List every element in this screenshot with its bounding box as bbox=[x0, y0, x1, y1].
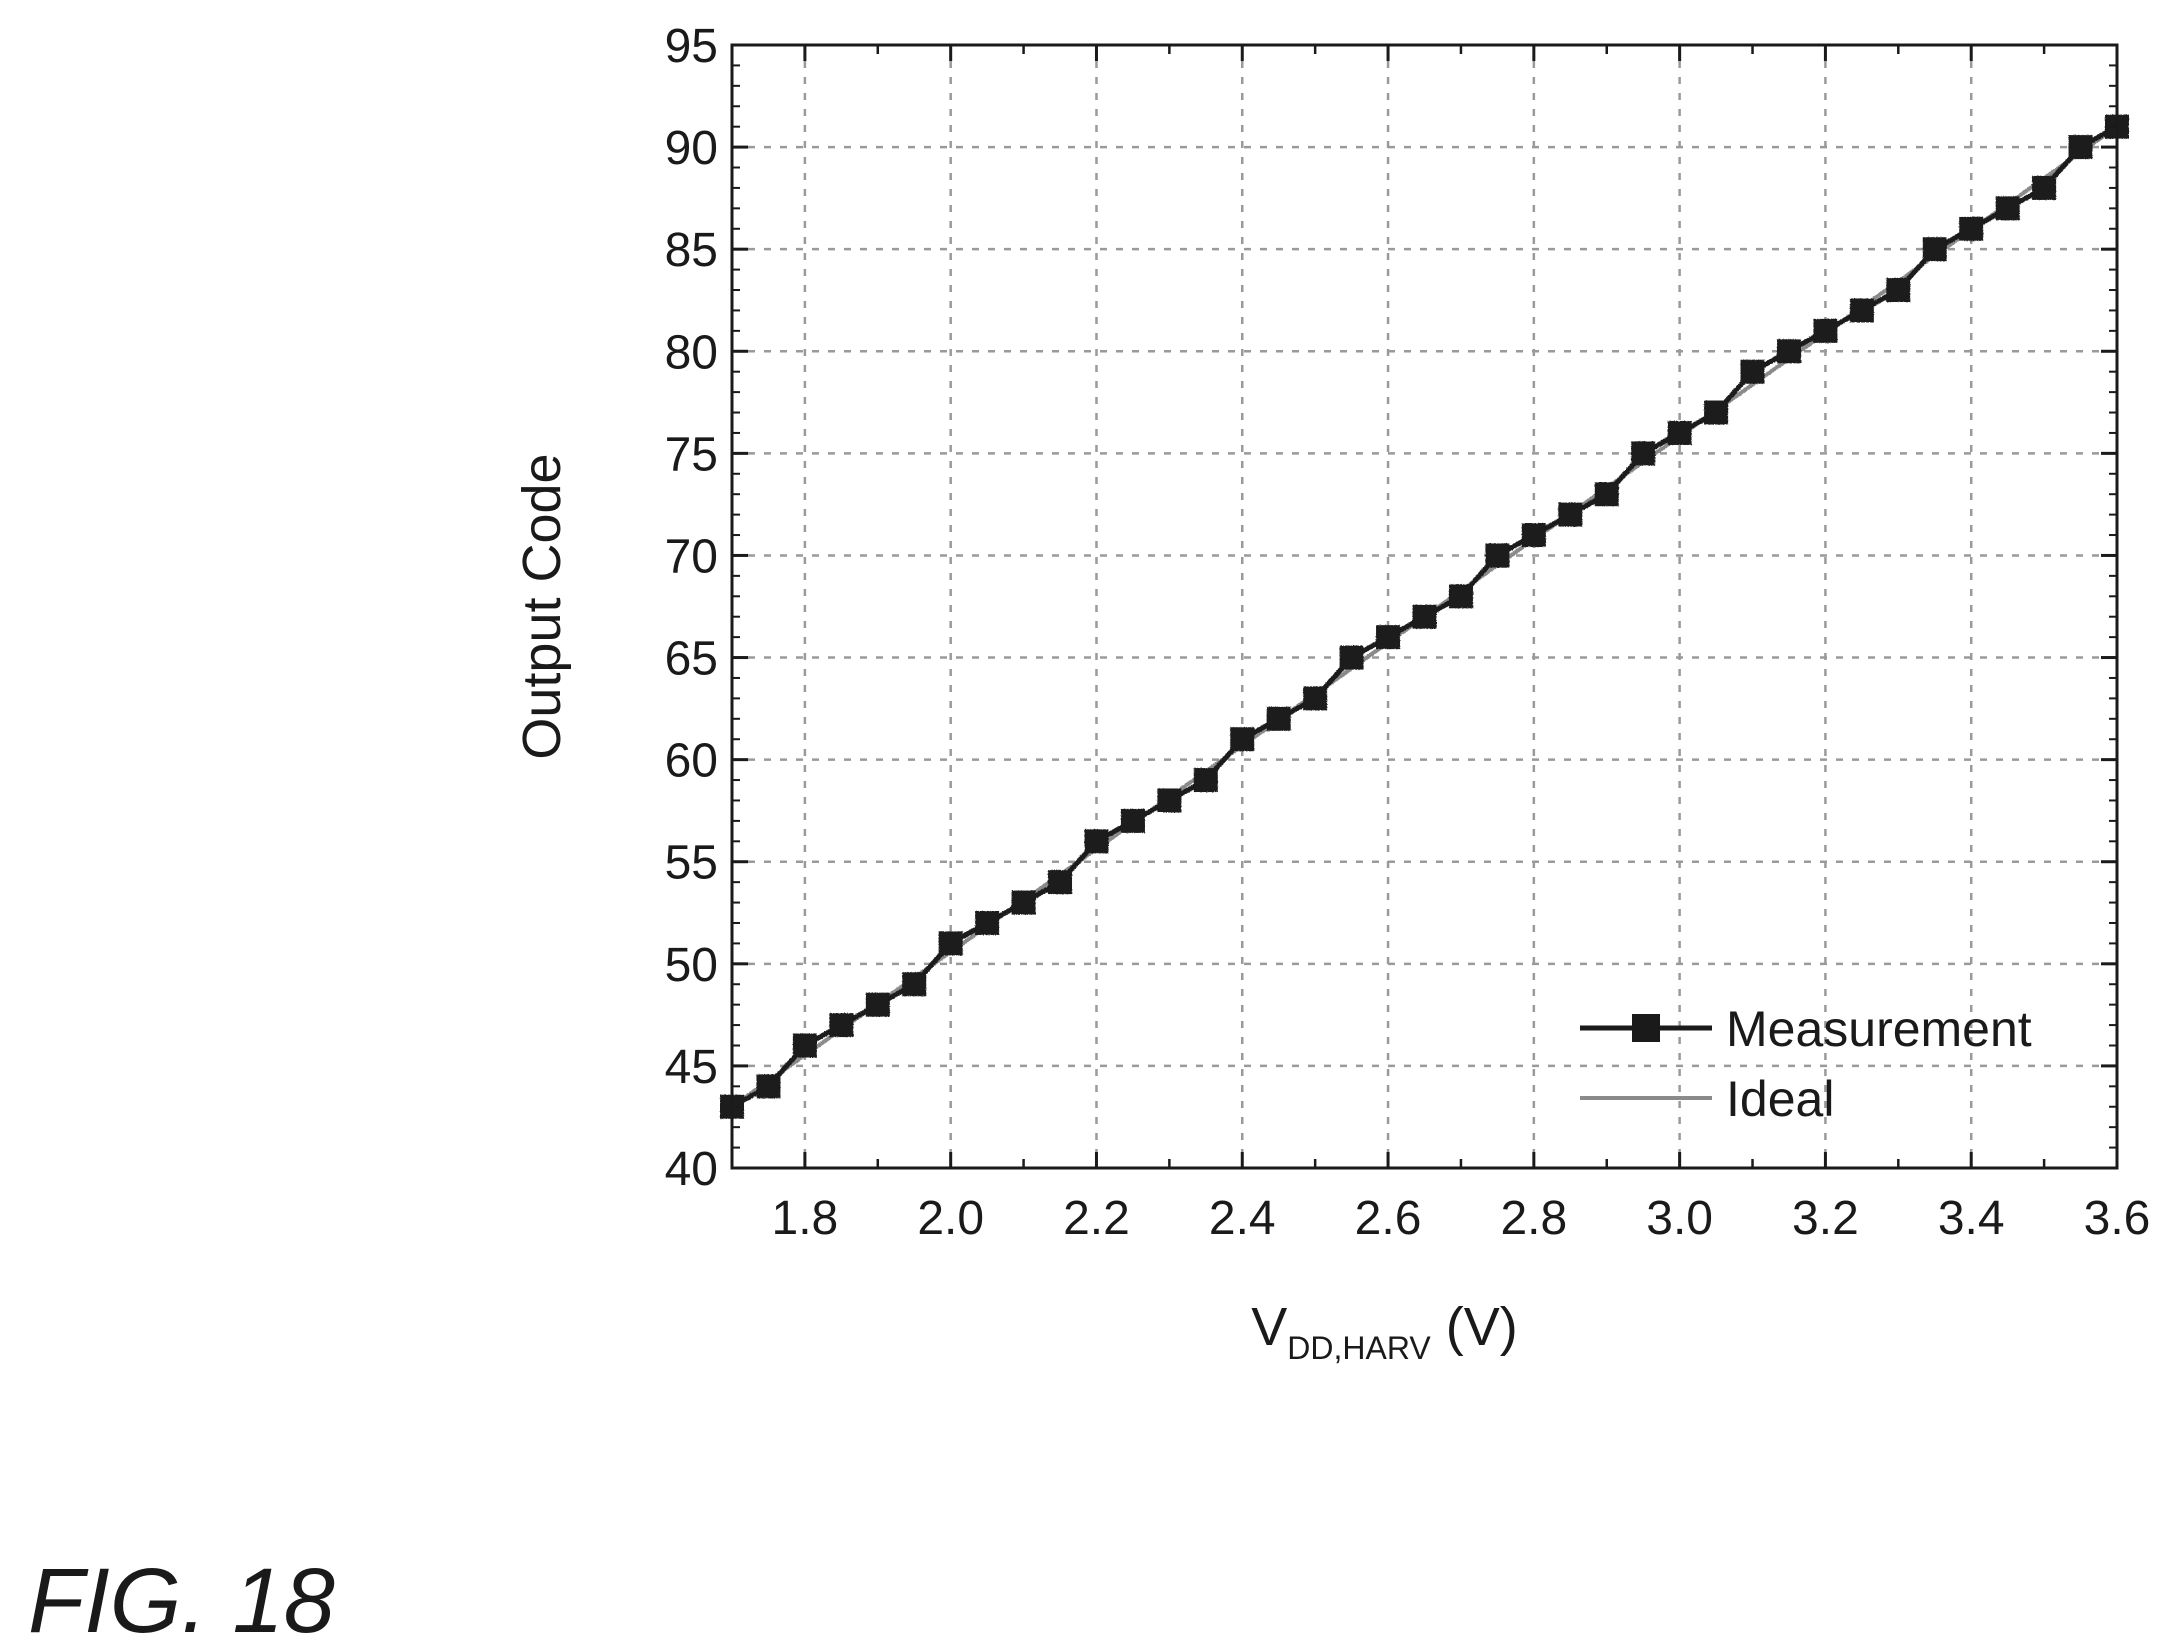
x-tick-label-3: 2.4 bbox=[1209, 1192, 1276, 1245]
plot-series bbox=[720, 114, 2129, 1119]
legend-measurement-label: Measurement bbox=[1726, 1001, 2032, 1057]
measurement-point bbox=[792, 1033, 817, 1058]
measurement-point bbox=[1959, 216, 1984, 241]
y-tick-label-5: 65 bbox=[665, 633, 718, 686]
x-axis-title-unit: (V) bbox=[1431, 1297, 1518, 1357]
measurement-point bbox=[1157, 788, 1182, 813]
y-tick-label-10: 90 bbox=[665, 122, 718, 175]
x-tick-label-2: 2.2 bbox=[1063, 1192, 1130, 1245]
figure-caption: FIG. 18 bbox=[28, 1550, 335, 1652]
measurement-point bbox=[1266, 706, 1291, 731]
measurement-point bbox=[829, 1013, 854, 1038]
measurement-point bbox=[1886, 278, 1911, 303]
axis-ticks bbox=[730, 43, 2119, 1170]
plot-area-frame bbox=[730, 43, 2119, 1170]
measurement-point bbox=[1922, 237, 1947, 262]
x-tick-label-0: 1.8 bbox=[772, 1192, 839, 1245]
y-tick-label-2: 50 bbox=[665, 939, 718, 992]
x-axis-title: VDD,HARV (V) bbox=[1251, 1297, 1517, 1366]
measurement-point bbox=[1303, 686, 1328, 711]
measurement-point bbox=[1120, 808, 1145, 833]
x-tick-label-4: 2.6 bbox=[1355, 1192, 1422, 1245]
y-tick-label-6: 70 bbox=[665, 530, 718, 583]
x-tick-label-8: 3.4 bbox=[1938, 1192, 2005, 1245]
y-tick-label-4: 60 bbox=[665, 735, 718, 788]
measurement-point bbox=[1813, 318, 1838, 343]
measurement-point bbox=[1631, 441, 1656, 466]
x-tick-label-1: 2.0 bbox=[917, 1192, 984, 1245]
x-axis-title-main: V bbox=[1251, 1297, 1287, 1357]
measurement-point bbox=[1704, 400, 1729, 425]
x-tick-label-9: 3.6 bbox=[2084, 1192, 2151, 1245]
measurement-point bbox=[975, 910, 1000, 935]
x-axis-tick-labels: 1.8 2.0 2.2 2.4 2.6 2.8 3.0 3.2 3.4 3.6 bbox=[772, 1192, 2151, 1245]
measurement-point bbox=[1193, 768, 1218, 793]
legend-ideal-label: Ideal bbox=[1726, 1071, 1834, 1127]
measurement-point bbox=[1849, 298, 1874, 323]
y-tick-label-8: 80 bbox=[665, 326, 718, 379]
y-tick-label-1: 45 bbox=[665, 1041, 718, 1094]
y-axis-tick-labels: 40 45 50 55 60 65 70 75 80 85 90 95 bbox=[665, 20, 718, 1196]
y-tick-label-9: 85 bbox=[665, 224, 718, 277]
y-tick-label-3: 55 bbox=[665, 837, 718, 890]
measurement-point bbox=[938, 931, 963, 956]
x-tick-label-7: 3.2 bbox=[1792, 1192, 1859, 1245]
measurement-point bbox=[1376, 625, 1401, 650]
x-tick-label-6: 3.0 bbox=[1646, 1192, 1713, 1245]
y-axis-title: Output Code bbox=[512, 453, 572, 759]
y-tick-label-0: 40 bbox=[665, 1143, 718, 1196]
measurement-point bbox=[902, 972, 927, 997]
measurement-point bbox=[1521, 523, 1546, 548]
measurement-point bbox=[1412, 604, 1437, 629]
measurement-point bbox=[1084, 829, 1109, 854]
measurement-point bbox=[865, 992, 890, 1017]
x-axis-title-subscript: DD,HARV bbox=[1287, 1330, 1431, 1366]
measurement-point bbox=[1048, 870, 1073, 895]
y-tick-label-7: 75 bbox=[665, 428, 718, 481]
measurement-point bbox=[1558, 502, 1583, 527]
legend: Measurement Ideal bbox=[1580, 1001, 2032, 1127]
measurement-point bbox=[1667, 420, 1692, 445]
measurement-point bbox=[2032, 175, 2057, 200]
measurement-point bbox=[1995, 196, 2020, 221]
measurement-point bbox=[1230, 727, 1255, 752]
measurement-point bbox=[1339, 645, 1364, 670]
measurement-point bbox=[2068, 135, 2093, 160]
measurement-point bbox=[1594, 482, 1619, 507]
x-tick-label-5: 2.8 bbox=[1500, 1192, 1567, 1245]
measurement-point bbox=[756, 1074, 781, 1099]
grid-lines bbox=[732, 45, 2117, 1168]
measurement-point bbox=[1740, 359, 1765, 384]
y-tick-label-11: 95 bbox=[665, 20, 718, 73]
measurement-point bbox=[1011, 890, 1036, 915]
measurement-point bbox=[1776, 339, 1801, 364]
measurement-point bbox=[1448, 584, 1473, 609]
legend-measurement-marker bbox=[1632, 1014, 1660, 1042]
measurement-point bbox=[1485, 543, 1510, 568]
